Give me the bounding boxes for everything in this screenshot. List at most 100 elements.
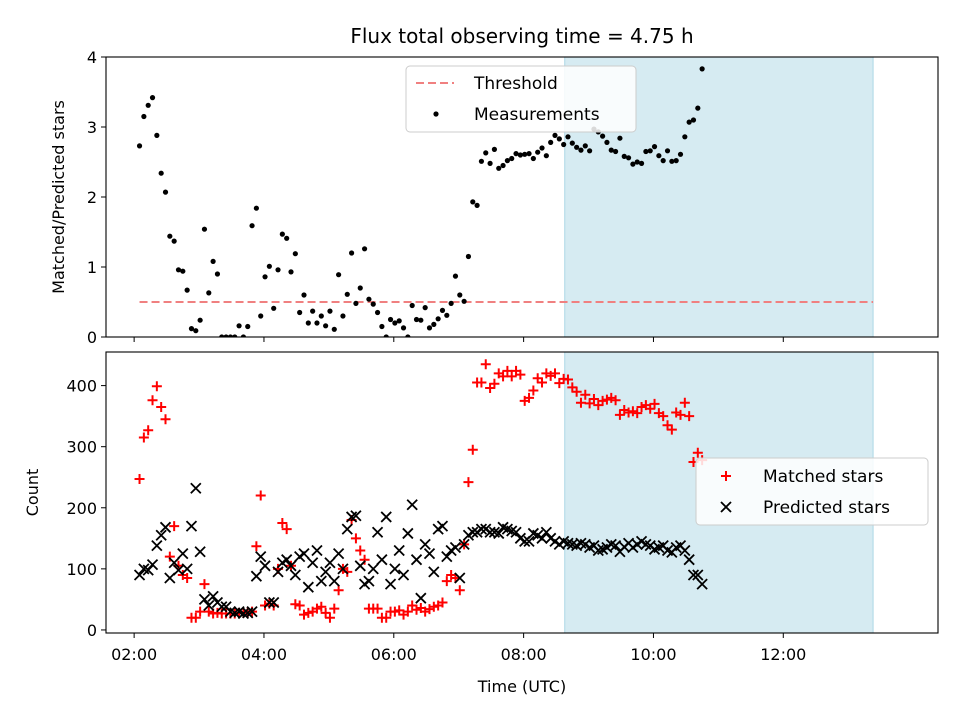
predicted-star-point xyxy=(268,596,280,609)
measurement-point xyxy=(201,226,208,232)
legend: Threshold Measurements xyxy=(405,65,637,133)
measurement-point xyxy=(470,199,476,205)
matched-star-point xyxy=(277,518,288,529)
predicted-star-point xyxy=(151,540,163,552)
measurement-point xyxy=(180,268,186,274)
matched-star-point xyxy=(675,409,686,420)
measurement-point xyxy=(439,307,446,313)
measurement-point xyxy=(500,162,506,169)
matched-star-point xyxy=(402,606,413,617)
measurement-point xyxy=(284,235,290,241)
measurement-point xyxy=(496,165,502,171)
predicted-star-point xyxy=(475,523,488,535)
predicted-star-point xyxy=(493,527,505,540)
predicted-star-point xyxy=(363,575,375,587)
predicted-star-point xyxy=(281,554,293,566)
measurement-point xyxy=(258,313,264,319)
measurement-point xyxy=(167,233,173,239)
measurement-point xyxy=(504,158,510,164)
measurement-point xyxy=(314,320,320,326)
measurement-point xyxy=(154,132,160,138)
predicted-star-point xyxy=(332,547,345,560)
measurement-point xyxy=(444,312,450,318)
measurement-point xyxy=(249,223,255,229)
y-tick-label: 3 xyxy=(87,118,97,137)
predicted-star-point xyxy=(467,526,479,538)
measurement-point xyxy=(535,149,541,155)
matched-star-point xyxy=(372,603,383,614)
measurement-point xyxy=(509,155,515,162)
predicted-star-point xyxy=(203,599,215,612)
measurement-point xyxy=(318,313,324,319)
predicted-star-point xyxy=(415,592,427,604)
y-tick-label: 0 xyxy=(87,328,97,347)
predicted-star-point xyxy=(298,547,310,560)
measurement-point xyxy=(361,246,368,252)
measurement-point xyxy=(487,160,493,166)
measurement-point xyxy=(478,158,485,164)
measurement-point xyxy=(219,334,225,337)
top-panel: 0 1 2 3 4 Matched/Predicted stars Threshold Mea… xyxy=(49,48,939,347)
measurement-point xyxy=(647,148,653,154)
measurement-point xyxy=(396,318,402,324)
measurement-point xyxy=(418,317,424,323)
measurement-point xyxy=(310,308,316,314)
matched-star-point xyxy=(528,385,539,396)
legend-box xyxy=(405,65,637,133)
matched-star-point xyxy=(441,576,452,587)
predicted-star-point xyxy=(263,596,276,609)
measurement-point xyxy=(348,250,355,256)
predicted-star-point xyxy=(458,538,470,551)
matched-star-point xyxy=(476,377,487,388)
predicted-star-point xyxy=(350,510,362,522)
predicted-star-point xyxy=(510,526,522,538)
predicted-star-point xyxy=(436,520,449,532)
x-axis-label: Time (UTC) xyxy=(477,677,566,696)
matched-star-point xyxy=(195,606,206,617)
measurement-point xyxy=(223,334,229,337)
legend-box xyxy=(695,457,929,526)
matched-star-point xyxy=(467,444,478,455)
predicted-star-point xyxy=(289,569,301,581)
matched-star-point xyxy=(255,490,266,501)
measurement-point xyxy=(405,334,411,337)
matched-star-point xyxy=(437,597,448,608)
measurement-point xyxy=(522,151,528,157)
x-tick-label: 08:00 xyxy=(501,645,547,664)
matched-star-point xyxy=(580,389,591,400)
matched-star-point xyxy=(160,414,171,425)
measurement-point xyxy=(517,152,523,158)
measurement-point xyxy=(232,334,238,337)
measurement-point xyxy=(188,326,195,332)
matched-star-point xyxy=(571,386,582,397)
matched-star-point xyxy=(588,394,599,405)
predicted-star-point xyxy=(198,593,211,606)
measurement-point xyxy=(452,273,459,279)
matched-star-point xyxy=(649,398,660,409)
predicted-star-point xyxy=(185,520,198,532)
matched-star-point xyxy=(333,585,344,596)
measurement-point xyxy=(262,274,268,280)
measurement-point xyxy=(370,301,376,307)
legend-predicted-swatch xyxy=(720,501,732,513)
matched-star-point xyxy=(537,377,548,388)
predicted-star-point xyxy=(402,527,414,540)
matched-star-point xyxy=(355,545,366,556)
measurement-point xyxy=(513,151,519,157)
bottom-panel: 0 100 200 300 400 02:00 04:00 06:00 08:00 10:00 12… xyxy=(23,351,939,664)
predicted-star-point xyxy=(285,560,297,572)
measurement-point xyxy=(621,153,627,159)
measurement-point xyxy=(530,155,536,162)
predicted-star-point xyxy=(337,563,349,575)
measurement-point xyxy=(409,302,415,309)
matched-star-point xyxy=(329,603,340,614)
predicted-star-point xyxy=(302,581,314,593)
x-tick-label: 04:00 xyxy=(241,645,287,664)
predicted-star-point xyxy=(216,601,228,613)
chart-title: Flux total observing time = 4.75 h xyxy=(350,24,693,48)
predicted-star-point xyxy=(384,578,397,590)
predicted-star-point xyxy=(679,544,691,557)
measurement-point xyxy=(175,267,182,273)
panel-markers xyxy=(136,66,874,337)
y-tick-label: 100 xyxy=(66,560,97,579)
